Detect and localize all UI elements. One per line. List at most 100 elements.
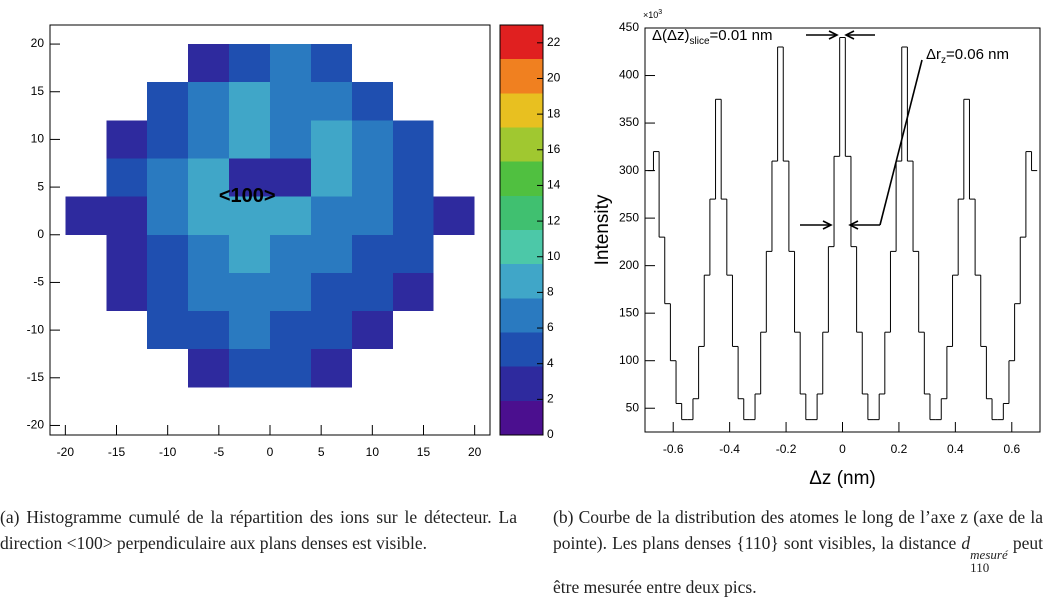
y-tick-label: -10 (27, 322, 45, 336)
caption-text: Histogramme cumulé de la répartition des… (0, 507, 518, 553)
annotation-sub: slice (690, 36, 710, 47)
x-tick-label: -10 (159, 445, 177, 459)
heat-cell (310, 82, 352, 121)
heat-cell (65, 196, 107, 235)
heat-cell (270, 234, 311, 273)
arrow-head (844, 30, 855, 40)
x-tick-label: -0.6 (663, 442, 684, 456)
x-tick-label: 20 (468, 445, 482, 459)
y-tick-label: 15 (31, 84, 45, 98)
y-tick-label: 450 (619, 20, 639, 34)
heat-cell (106, 234, 148, 273)
y-tick-label: 150 (619, 305, 639, 319)
y-tick-label: 400 (619, 68, 639, 82)
colorbar-band (500, 161, 543, 196)
y-tick-label: -5 (33, 275, 44, 289)
colorbar-tick-label: 18 (547, 106, 561, 120)
annotation-tail: =0.06 nm (946, 46, 1009, 63)
colorbar-tick-label: 16 (547, 142, 561, 156)
heat-cell (106, 158, 148, 197)
heat-cell (188, 82, 230, 121)
heat-cell (188, 120, 230, 159)
y-tick-label: 300 (619, 163, 639, 177)
colorbar-band (500, 264, 543, 299)
x-tick-label: 15 (417, 445, 431, 459)
heat-cell (147, 158, 189, 197)
colorbar-tick-label: 14 (547, 178, 561, 192)
heat-cell (147, 272, 189, 312)
heat-cell (229, 196, 270, 235)
heat-cell (188, 44, 230, 83)
heat-cell (229, 234, 270, 273)
x-tick-label: -5 (214, 445, 225, 459)
x-tick-label: 0 (267, 445, 274, 459)
heat-cell (188, 349, 230, 388)
annotation: Δrz=0.06 nm (926, 46, 1009, 66)
arrow-head (848, 220, 859, 230)
caption-a: (a) Histogramme cumulé de la répartition… (0, 504, 517, 556)
y-axis-title: Intensity (592, 194, 613, 265)
heat-cell (270, 196, 311, 235)
x-tick-label: 5 (318, 445, 325, 459)
figure: -20 -15 -10 -5 0 5 10 15 20-20-15-10-505101520<1… (27, 9, 1041, 489)
heat-cell (188, 311, 230, 350)
heat-cell (351, 196, 393, 235)
caption-label: (a) (0, 507, 20, 527)
heat-cell (147, 234, 189, 273)
x-tick-label: 0.4 (947, 442, 964, 456)
arrow-head (822, 220, 833, 230)
colorbar-band (500, 59, 543, 94)
y-tick-label: 350 (619, 115, 639, 129)
heat-cell (147, 82, 189, 121)
x-tick-label: 0.6 (1003, 442, 1020, 456)
y-tick-label: 50 (626, 400, 640, 414)
y-tick-label: 10 (31, 132, 45, 146)
annotation: Δ(Δz)slice=0.01 nm (652, 27, 773, 47)
heat-cell (229, 311, 270, 350)
heat-cell (310, 158, 352, 197)
axis-multiplier: ×103 (643, 9, 662, 21)
x-tick-label: 10 (366, 445, 380, 459)
heat-cell (229, 82, 270, 121)
colorbar-tick-label: 4 (547, 356, 554, 370)
y-tick-label: 20 (31, 36, 45, 50)
colorbar-frame (499, 24, 544, 436)
heat-cell (392, 196, 434, 235)
heat-cell (351, 120, 393, 159)
heat-cell (351, 311, 393, 350)
heat-cell (147, 311, 189, 350)
colorbar-tick-label: 0 (547, 427, 554, 441)
math-base: d (961, 533, 971, 553)
heat-cell (229, 349, 270, 388)
annotations (800, 30, 923, 230)
heat-cell (188, 196, 230, 235)
colorbar-tick-label: 20 (547, 71, 561, 85)
heat-cell (310, 311, 352, 350)
colorbar-tick-label: 2 (547, 392, 554, 406)
caption-text: Courbe de la distribution des atomes le … (553, 507, 1043, 553)
heat-cell (106, 196, 148, 235)
math-sub: 110 (970, 560, 990, 575)
heat-cell (351, 234, 393, 273)
leader-line (879, 59, 923, 226)
plot-frame (644, 27, 1041, 433)
heat-cell (229, 120, 270, 159)
colorbar-band (500, 25, 543, 60)
heat-cell (351, 272, 393, 312)
heat-cell (270, 120, 311, 159)
heat-cell (392, 120, 434, 159)
heat-cell (351, 158, 393, 197)
colorbar-band (500, 127, 543, 162)
colorbar-tick-label: 22 (547, 35, 561, 49)
heat-cell (229, 272, 270, 312)
heat-cell (270, 82, 311, 121)
heat-cell (229, 158, 270, 197)
heat-cell (392, 272, 434, 312)
annotation-head: Δr (926, 46, 941, 63)
colorbar-tick-label: 12 (547, 213, 561, 227)
colorbar-band (500, 400, 543, 435)
heat-cell (270, 272, 311, 312)
multiplier-base: ×10 (643, 10, 658, 20)
x-tick-label: -0.2 (776, 442, 797, 456)
